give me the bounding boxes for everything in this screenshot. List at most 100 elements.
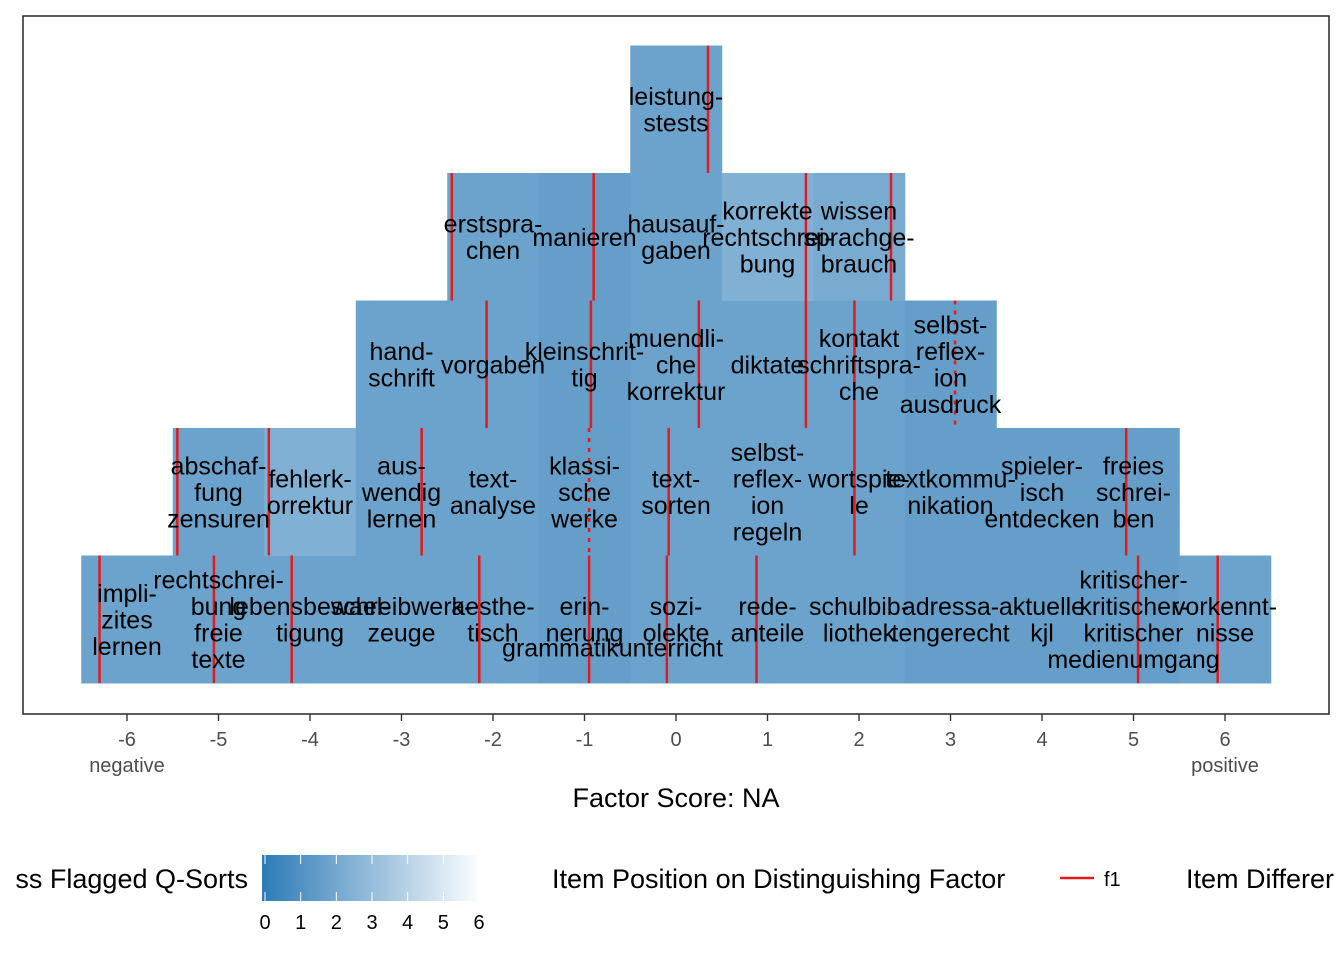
cell-kritischer-kritischer-kritischer-medienumgang bbox=[1087, 555, 1180, 684]
item-label-fehlerk-orrektur: fehlerk-orrektur bbox=[267, 466, 353, 521]
x-tick-label: 0 bbox=[670, 729, 681, 751]
item-label-muendli-che-korrektur: muendli-che korrektur bbox=[627, 325, 726, 406]
item-label-impli-zites-lernen: impli-zites lernen bbox=[92, 580, 162, 661]
cell-spieler-isch-entdecken bbox=[996, 428, 1089, 556]
item-label-kleinschrit-tig: kleinschrit-tig bbox=[525, 338, 644, 393]
legend-tick-label: 5 bbox=[438, 912, 449, 934]
x-tick-label: -4 bbox=[301, 729, 319, 751]
item-label-rede-anteile: rede-anteile bbox=[731, 593, 805, 648]
legend-tick-label: 0 bbox=[259, 912, 270, 934]
cells-layer bbox=[81, 45, 1272, 684]
item-label-erstspra-chen: erstspra-chen bbox=[444, 211, 543, 266]
legend-tick-label: 6 bbox=[473, 912, 484, 934]
item-label-kontakt-schriftspra-che: kontakt schriftspra-che bbox=[797, 325, 921, 406]
x-tick-label: 2 bbox=[853, 729, 864, 751]
legend-fill-title: ss Flagged Q-Sorts bbox=[15, 864, 248, 894]
cell-aktuelle-kjl bbox=[996, 555, 1089, 684]
cell-rede-anteile bbox=[721, 555, 814, 684]
item-label-adressa-tengerecht: adressa-tengerecht bbox=[891, 593, 1009, 648]
item-label-manieren: manieren bbox=[532, 224, 636, 252]
negative-pole-label: negative bbox=[89, 755, 165, 777]
cell-text-sorten bbox=[630, 428, 723, 556]
item-label-aktuelle-kjl: aktuelle kjl bbox=[999, 593, 1085, 648]
item-label-kritischer-kritischer-kritischer-medienumgang: kritischer-kritischer-kritischer medienum… bbox=[1047, 567, 1219, 675]
item-label-schulbib-liothek: schulbib-liothek bbox=[809, 593, 909, 648]
item-label-schreibwerk-zeuge: schreibwerk-zeuge bbox=[331, 593, 473, 648]
x-tick-label: -6 bbox=[118, 729, 136, 751]
cell-erstspra-chen bbox=[447, 173, 540, 301]
item-label-spieler-isch-entdecken: spieler-isch entdecken bbox=[984, 452, 1099, 533]
cell-rechtschrei-bung-freie-texte bbox=[172, 555, 265, 684]
item-label-korrekte-rechtschrei-bung: korrekte rechtschrei-bung bbox=[702, 197, 833, 278]
cell-wortspie-le bbox=[813, 428, 906, 556]
cell-hausauf-gaben bbox=[630, 173, 723, 301]
cell-selbst-reflex-ion-ausdruck bbox=[904, 300, 997, 429]
x-tick-label: -2 bbox=[484, 729, 502, 751]
x-tick-label: -5 bbox=[210, 729, 228, 751]
item-label-text-sorten: text-sorten bbox=[641, 466, 710, 521]
cell-impli-zites-lernen bbox=[81, 555, 174, 684]
cell-korrekte-rechtschrei-bung bbox=[721, 173, 814, 301]
x-tick-label: 5 bbox=[1128, 729, 1139, 751]
item-label-selbst-reflex-ion-ausdruck: selbst-reflex-ion ausdruck bbox=[900, 312, 1002, 420]
item-label-klassi-sche-werke: klassi-sche werke bbox=[549, 452, 620, 533]
cell-textkommu-nikation bbox=[904, 428, 997, 556]
cell-diktate bbox=[721, 300, 814, 429]
cell-selbst-reflex-ion-regeln bbox=[721, 428, 814, 556]
x-axis: -6 -5 -4 -3 -2 -1 0 1 2 3 4 5 6 bbox=[118, 714, 1231, 751]
cell-text-analyse bbox=[447, 428, 540, 556]
legend-tick-label: 1 bbox=[295, 912, 306, 934]
item-label-vorgaben: vorgaben bbox=[441, 351, 545, 379]
item-label-vorkennt-nisse: vorkennt-nisse bbox=[1173, 593, 1277, 648]
cell-lebensbewael-tigung bbox=[264, 555, 357, 684]
item-label-abschaf-fung-zensuren: abschaf-fung zensuren bbox=[167, 452, 270, 533]
cell-vorgaben bbox=[447, 300, 540, 429]
item-label-sozi-olekte: sozi-olekte bbox=[643, 593, 710, 648]
item-label-hausauf-gaben: hausauf-gaben bbox=[627, 211, 724, 266]
cell-muendli-che-korrektur bbox=[630, 300, 723, 429]
legend-colorbar-ticks: 0 1 2 3 4 5 6 bbox=[259, 855, 485, 934]
item-label-rechtschrei-bung-freie-texte: rechtschrei-bung freie texte bbox=[153, 567, 284, 675]
item-label-erin-nerung: erin-nerung bbox=[546, 593, 624, 648]
cell-sozi-olekte bbox=[630, 555, 723, 684]
x-tick-label: -1 bbox=[576, 729, 594, 751]
legend-tick-label: 3 bbox=[366, 912, 377, 934]
cell-erin-nerung bbox=[538, 555, 631, 684]
item-label-textkommu-nikation: textkommu-nikation bbox=[885, 466, 1016, 521]
legend-other-title: Item Differer bbox=[1186, 864, 1334, 894]
legend-line-title: Item Position on Distinguishing Factor bbox=[552, 864, 1005, 894]
cell-aesthe-tisch bbox=[447, 555, 540, 684]
item-label-selbst-reflex-ion-regeln: selbst-reflex-ion regeln bbox=[731, 439, 805, 547]
cell-abschaf-fung-zensuren bbox=[172, 428, 265, 556]
legend-line-key-label: f1 bbox=[1104, 869, 1121, 891]
item-label-aesthe-tisch: aesthe-tisch bbox=[451, 593, 534, 648]
item-label-freies-schrei-ben: freies schrei-ben bbox=[1096, 452, 1171, 533]
positive-pole-label: positive bbox=[1191, 755, 1259, 777]
item-label-lebensbewael-tigung: lebensbewael-tigung bbox=[229, 593, 390, 648]
cell-kleinschrit-tig bbox=[538, 300, 631, 429]
item-label-diktate: diktate bbox=[731, 351, 805, 379]
cell-schreibwerk-zeuge bbox=[355, 555, 448, 684]
item-label-grammatikunterricht: grammatikunterricht bbox=[502, 634, 723, 662]
item-label-hand-schrift: hand-schrift bbox=[368, 338, 435, 393]
item-label-aus-wendig-lernen: aus-wendig lernen bbox=[361, 452, 441, 533]
legend-tick-label: 2 bbox=[331, 912, 342, 934]
cell-schulbib-liothek bbox=[813, 555, 906, 684]
cell-kontakt-schriftspra-che bbox=[813, 300, 906, 429]
cell-adressa-tengerecht bbox=[904, 555, 997, 684]
item-label-leistung-stests: leistung-stests bbox=[629, 83, 724, 138]
item-label-wissen-sprachge-brauch: wissen sprachge-brauch bbox=[803, 197, 914, 278]
x-tick-label: 1 bbox=[762, 729, 773, 751]
x-tick-label: 6 bbox=[1219, 729, 1230, 751]
item-label-text-analyse: text-analyse bbox=[450, 466, 536, 521]
item-label-wortspie-le: wortspie-le bbox=[807, 466, 909, 521]
legend-tick-label: 4 bbox=[402, 912, 413, 934]
cell-vorkennt-nisse bbox=[1179, 555, 1272, 684]
x-axis-title: Factor Score: NA bbox=[572, 783, 779, 813]
cell-freies-schrei-ben bbox=[1087, 428, 1180, 556]
x-tick-label: 4 bbox=[1036, 729, 1047, 751]
cell-aus-wendig-lernen bbox=[355, 428, 448, 556]
legend: ss Flagged Q-Sorts 0 1 2 3 4 5 6 Item Position… bbox=[15, 855, 1334, 934]
